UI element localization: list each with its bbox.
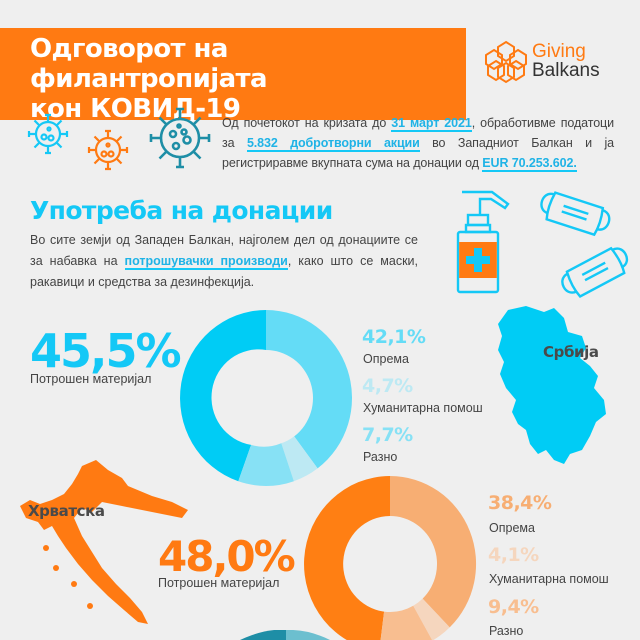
croatia-legend-pct-2: 4,1% xyxy=(488,544,539,566)
title-line-1: Одговорот на филантропијата xyxy=(30,34,268,94)
title-banner xyxy=(0,28,466,120)
croatia-segment-humanitarian xyxy=(413,598,450,640)
giving-balkans-logo: Giving Balkans xyxy=(484,38,624,88)
serbia-legend-label-1: Опрема xyxy=(363,352,409,366)
logo-balkans: Balkans xyxy=(532,60,600,81)
croatia-legend-label-2: Хуманитарна помош xyxy=(489,572,609,586)
hand-sanitizer-icon xyxy=(456,190,510,294)
highlight-amount: EUR 70.253.602. xyxy=(482,156,577,172)
title-line-2: кон КОВИД-19 xyxy=(30,94,241,124)
croatia-segment-consumables xyxy=(304,476,390,640)
serbia-segment-consumables xyxy=(180,310,266,482)
next-donut-chart-partial xyxy=(240,630,330,640)
page-title: Одговорот на филантропијата кон КОВИД-19 xyxy=(30,34,460,124)
virus-icon-orange xyxy=(87,129,129,171)
highlight-consumer-products: потрошувачки производи xyxy=(124,254,288,270)
croatia-legend-pct-1: 38,4% xyxy=(488,492,552,514)
virus-icon-cyan xyxy=(27,113,69,155)
croatia-segment-other xyxy=(380,605,433,640)
serbia-main-label: Потрошен материјал xyxy=(30,372,152,386)
croatia-segment-equipment xyxy=(390,475,477,628)
face-mask-icon xyxy=(561,246,629,298)
serbia-legend-pct-3: 7,7% xyxy=(362,424,413,446)
croatia-legend-pct-3: 9,4% xyxy=(488,596,539,618)
serbia-main-percent: 45,5% xyxy=(30,324,182,378)
serbia-map xyxy=(498,306,606,464)
croatia-map-label: Хрватска xyxy=(28,502,105,520)
serbia-map-label: Србија xyxy=(543,343,599,361)
croatia-map xyxy=(20,460,188,624)
serbia-donut-chart xyxy=(180,310,352,486)
serbia-legend-pct-2: 4,7% xyxy=(362,375,413,397)
croatia-main-percent: 48,0% xyxy=(158,532,296,581)
giving-balkans-hexagon-icon xyxy=(485,40,527,84)
serbia-segment-other xyxy=(238,443,294,486)
croatia-main-label: Потрошен материјал xyxy=(158,576,280,590)
section-body: Во сите земји од Западен Балкан, најголе… xyxy=(30,233,418,289)
serbia-legend-label-2: Хуманитарна помош xyxy=(363,401,483,415)
serbia-legend-pct-1: 42,1% xyxy=(362,326,426,348)
highlight-date: 31 март 2021 xyxy=(391,116,472,132)
serbia-legend-label-3: Разно xyxy=(363,450,398,464)
virus-icon-teal xyxy=(149,107,211,169)
croatia-legend-label-1: Опрема xyxy=(489,521,535,535)
intro-paragraph: Од почетокот на кризата до 31 март 2021,… xyxy=(222,116,614,172)
serbia-segment-humanitarian xyxy=(281,436,318,482)
section-title: Употреба на донации xyxy=(30,196,333,225)
face-mask-icon xyxy=(540,191,611,237)
croatia-legend-label-3: Разно xyxy=(489,624,524,638)
highlight-actions: 5.832 добротворни акции xyxy=(246,136,420,152)
serbia-segment-equipment xyxy=(266,310,352,469)
logo-giving: Giving xyxy=(532,41,586,62)
croatia-donut-chart xyxy=(304,475,477,640)
